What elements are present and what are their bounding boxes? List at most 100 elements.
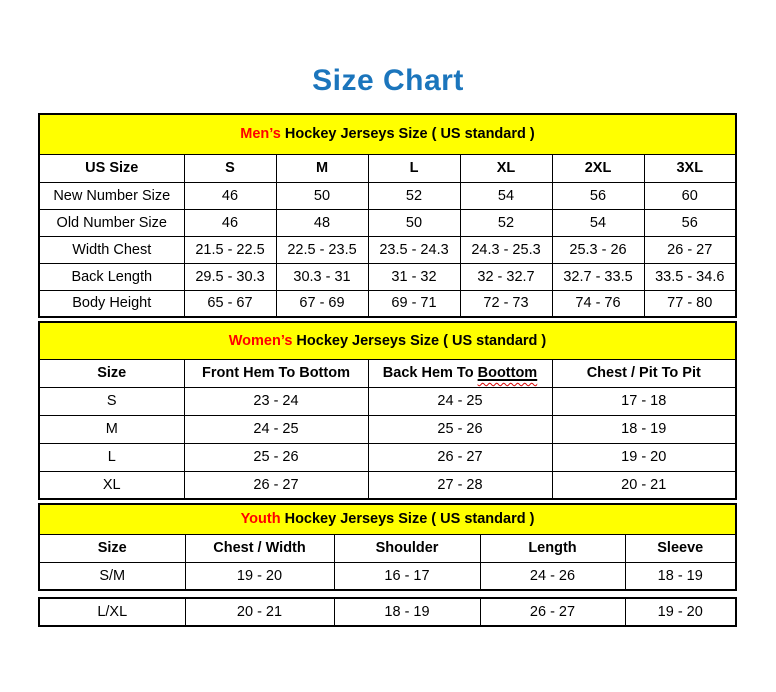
size-value-cell: 56 — [551, 181, 645, 210]
size-value-cell: 52 — [367, 181, 461, 210]
womens-size-table: Women’s Hockey Jerseys Size ( US standar… — [38, 321, 737, 500]
column-header: Chest / Pit To Pit — [551, 358, 737, 388]
size-value-cell: 26 - 27 — [367, 442, 553, 472]
table-row: L/XL 20 - 21 18 - 19 26 - 27 19 - 20 — [38, 597, 737, 627]
row-label: XL — [38, 470, 185, 500]
mens-section-header: Men’s Hockey Jerseys Size ( US standard … — [38, 113, 737, 155]
size-value-cell: 32.7 - 33.5 — [551, 262, 645, 291]
row-label: S — [38, 386, 185, 416]
size-value-cell: 24 - 26 — [479, 561, 626, 591]
table-row: New Number Size 46 50 52 54 56 60 — [38, 181, 737, 210]
table-row: Width Chest 21.5 - 22.5 22.5 - 23.5 23.5… — [38, 235, 737, 264]
column-header: Length — [479, 533, 626, 563]
size-value-cell: 19 - 20 — [624, 597, 737, 627]
size-value-cell: 25 - 26 — [367, 414, 553, 444]
size-value-cell: 24 - 25 — [183, 414, 369, 444]
row-label: L — [38, 442, 185, 472]
column-header: XL — [459, 153, 553, 183]
column-header: 2XL — [551, 153, 645, 183]
womens-caption-rest: Hockey Jerseys Size ( US standard ) — [296, 332, 547, 349]
size-value-cell: 54 — [459, 181, 553, 210]
column-header: L — [367, 153, 461, 183]
size-value-cell: 33.5 - 34.6 — [643, 262, 737, 291]
size-value-cell: 18 - 19 — [624, 561, 737, 591]
size-value-cell: 25 - 26 — [183, 442, 369, 472]
youth-section-header: Youth Hockey Jerseys Size ( US standard … — [38, 503, 737, 535]
column-header: US Size — [38, 153, 185, 183]
misspelled-word: Boottom — [477, 365, 538, 381]
column-header: Chest / Width — [184, 533, 335, 563]
size-value-cell: 27 - 28 — [367, 470, 553, 500]
row-label: New Number Size — [38, 181, 185, 210]
youth-caption-highlight: Youth — [240, 511, 281, 528]
size-value-cell: 22.5 - 23.5 — [275, 235, 369, 264]
womens-section-header: Women’s Hockey Jerseys Size ( US standar… — [38, 321, 737, 360]
size-value-cell: 60 — [643, 181, 737, 210]
table-row: XL 26 - 27 27 - 28 20 - 21 — [38, 470, 737, 500]
size-value-cell: 48 — [275, 208, 369, 237]
size-value-cell: 74 - 76 — [551, 289, 645, 318]
table-row: S/M 19 - 20 16 - 17 24 - 26 18 - 19 — [38, 561, 737, 591]
column-header: S — [183, 153, 277, 183]
size-value-cell: 19 - 20 — [184, 561, 335, 591]
youth-caption-row: Youth Hockey Jerseys Size ( US standard … — [38, 503, 737, 535]
mens-size-table: Men’s Hockey Jerseys Size ( US standard … — [38, 113, 737, 318]
size-value-cell: 18 - 19 — [333, 597, 481, 627]
table-row: S 23 - 24 24 - 25 17 - 18 — [38, 386, 737, 416]
size-value-cell: 18 - 19 — [551, 414, 737, 444]
column-header: Front Hem To Bottom — [183, 358, 369, 388]
size-value-cell: 77 - 80 — [643, 289, 737, 318]
size-value-cell: 56 — [643, 208, 737, 237]
youth-header-row: Size Chest / Width Shoulder Length Sleev… — [38, 533, 737, 563]
row-label: M — [38, 414, 185, 444]
table-row: Back Length 29.5 - 30.3 30.3 - 31 31 - 3… — [38, 262, 737, 291]
mens-caption-highlight: Men’s — [240, 126, 281, 143]
size-value-cell: 46 — [183, 208, 277, 237]
size-value-cell: 20 - 21 — [184, 597, 335, 627]
size-value-cell: 24.3 - 25.3 — [459, 235, 553, 264]
youth-size-table-lxl-row: L/XL 20 - 21 18 - 19 26 - 27 19 - 20 — [38, 597, 737, 627]
column-header: Sleeve — [624, 533, 737, 563]
size-value-cell: 16 - 17 — [333, 561, 481, 591]
size-value-cell: 20 - 21 — [551, 470, 737, 500]
womens-caption-highlight: Women’s — [228, 332, 293, 349]
column-header: 3XL — [643, 153, 737, 183]
size-value-cell: 50 — [367, 208, 461, 237]
row-label: Width Chest — [38, 235, 185, 264]
column-header: M — [275, 153, 369, 183]
size-value-cell: 17 - 18 — [551, 386, 737, 416]
size-value-cell: 67 - 69 — [275, 289, 369, 318]
column-header: Shoulder — [333, 533, 481, 563]
row-label: S/M — [38, 561, 186, 591]
size-value-cell: 26 - 27 — [183, 470, 369, 500]
size-value-cell: 23.5 - 24.3 — [367, 235, 461, 264]
column-header-back-hem: Back Hem To Boottom — [367, 358, 553, 388]
youth-caption-rest: Hockey Jerseys Size ( US standard ) — [284, 511, 535, 528]
size-value-cell: 24 - 25 — [367, 386, 553, 416]
table-row: L 25 - 26 26 - 27 19 - 20 — [38, 442, 737, 472]
column-header: Size — [38, 533, 186, 563]
size-value-cell: 29.5 - 30.3 — [183, 262, 277, 291]
column-header: Size — [38, 358, 185, 388]
back-hem-prefix: Back Hem To — [382, 365, 474, 381]
size-value-cell: 21.5 - 22.5 — [183, 235, 277, 264]
size-value-cell: 54 — [551, 208, 645, 237]
tables-container: Men’s Hockey Jerseys Size ( US standard … — [38, 113, 737, 627]
mens-caption-rest: Hockey Jerseys Size ( US standard ) — [284, 126, 535, 143]
size-value-cell: 50 — [275, 181, 369, 210]
size-value-cell: 72 - 73 — [459, 289, 553, 318]
size-value-cell: 26 - 27 — [479, 597, 626, 627]
size-value-cell: 19 - 20 — [551, 442, 737, 472]
size-value-cell: 69 - 71 — [367, 289, 461, 318]
row-label: L/XL — [38, 597, 186, 627]
page-title: Size Chart — [312, 64, 464, 97]
youth-size-table: Youth Hockey Jerseys Size ( US standard … — [38, 503, 737, 591]
table-row: Body Height 65 - 67 67 - 69 69 - 71 72 -… — [38, 289, 737, 318]
size-value-cell: 31 - 32 — [367, 262, 461, 291]
table-row: Old Number Size 46 48 50 52 54 56 — [38, 208, 737, 237]
size-value-cell: 26 - 27 — [643, 235, 737, 264]
mens-header-row: US Size S M L XL 2XL 3XL — [38, 153, 737, 183]
womens-caption-row: Women’s Hockey Jerseys Size ( US standar… — [38, 321, 737, 360]
table-row: M 24 - 25 25 - 26 18 - 19 — [38, 414, 737, 444]
